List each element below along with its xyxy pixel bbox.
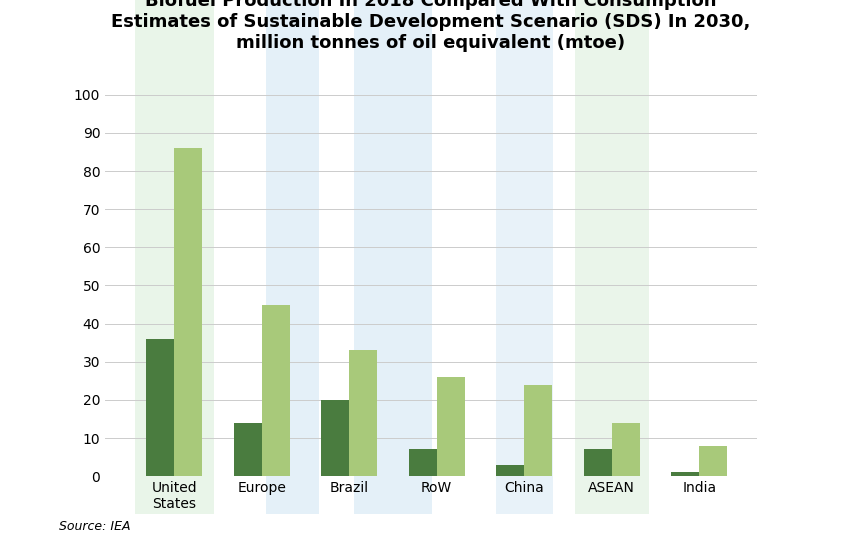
Bar [584,449,611,476]
Bar [409,449,436,476]
Bar [671,472,699,476]
Bar [234,423,262,476]
Bar [321,400,349,476]
Bar [574,0,649,514]
Bar [146,339,174,476]
Bar [496,465,524,476]
Bar [262,304,289,476]
Bar [699,446,727,476]
Bar [524,385,553,476]
Bar [266,0,319,514]
Bar [174,148,202,476]
Bar [611,423,640,476]
Bar [135,0,214,514]
Bar [436,377,465,476]
Bar [353,0,432,514]
Title: Biofuel Production In 2018 Compared With Consumption
Estimates of Sustainable De: Biofuel Production In 2018 Compared With… [111,0,751,51]
Text: Source: IEA: Source: IEA [59,519,130,533]
Bar [496,0,553,514]
Bar [349,350,377,476]
